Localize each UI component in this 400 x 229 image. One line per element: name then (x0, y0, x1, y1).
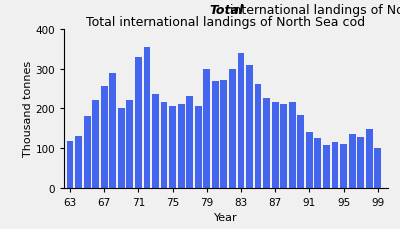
Bar (255, 85, 262, 188)
Bar (109, 73, 116, 188)
Bar (263, 99, 270, 188)
Bar (203, 69, 210, 188)
Bar (306, 132, 313, 188)
Bar (340, 144, 347, 188)
Bar (212, 82, 219, 188)
Bar (332, 142, 338, 188)
Bar (101, 87, 108, 188)
Bar (280, 105, 287, 188)
Bar (126, 101, 133, 188)
Bar (349, 134, 356, 188)
Bar (374, 148, 381, 188)
Bar (186, 97, 193, 188)
Bar (66, 141, 74, 188)
Bar (195, 107, 202, 188)
Bar (135, 57, 142, 188)
Bar (272, 103, 278, 188)
Bar (118, 109, 125, 188)
Bar (246, 65, 253, 188)
Y-axis label: Thousand tonnes: Thousand tonnes (22, 61, 32, 157)
Bar (169, 107, 176, 188)
Title: Total international landings of North Sea cod: Total international landings of North Se… (86, 16, 366, 29)
Bar (161, 103, 168, 188)
Bar (229, 69, 236, 188)
X-axis label: Year: Year (214, 212, 238, 222)
Bar (220, 81, 227, 188)
Bar (92, 101, 99, 188)
Bar (75, 136, 82, 188)
Bar (366, 129, 373, 188)
Bar (314, 138, 321, 188)
Bar (144, 48, 150, 188)
Bar (289, 103, 296, 188)
Bar (178, 105, 184, 188)
Bar (357, 137, 364, 188)
Text: international landings of North Sea cod: international landings of North Sea cod (226, 4, 400, 17)
Bar (152, 95, 159, 188)
Text: Total: Total (209, 4, 243, 17)
Bar (297, 115, 304, 188)
Bar (238, 54, 244, 188)
Bar (84, 117, 90, 188)
Bar (323, 145, 330, 188)
